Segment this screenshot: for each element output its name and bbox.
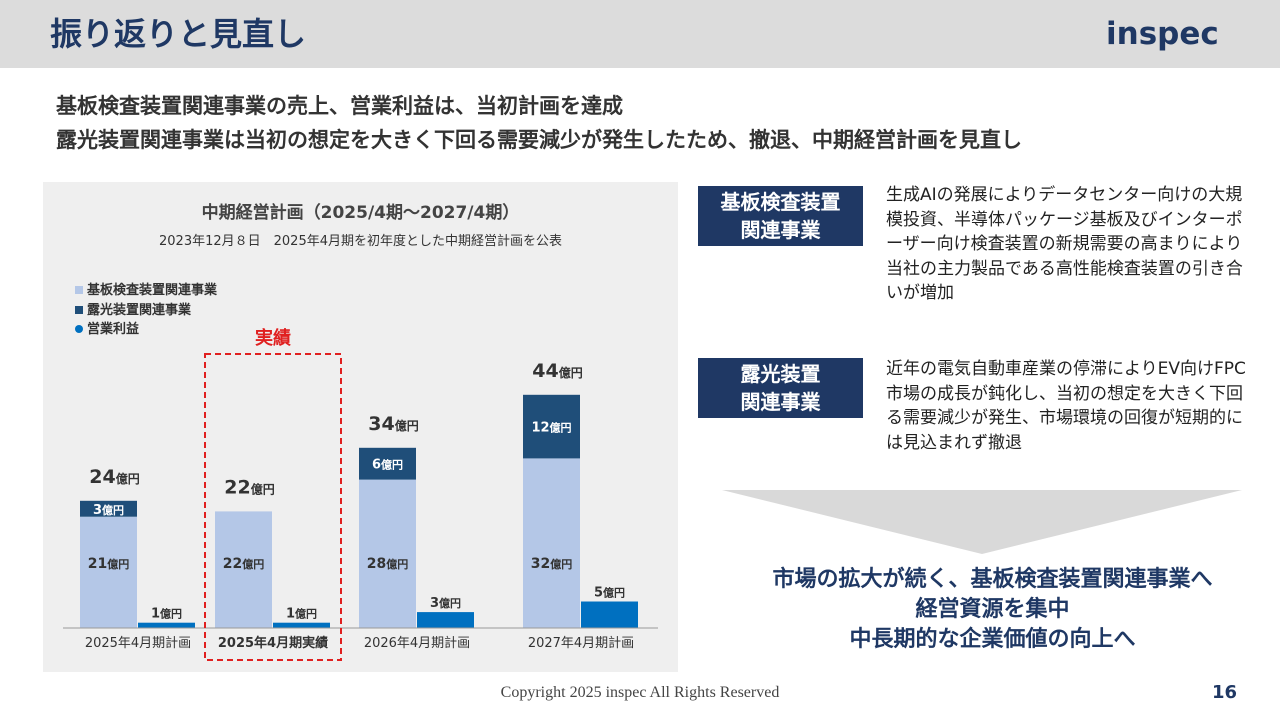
label-total: 22億円	[224, 476, 274, 498]
label-exposure: 12億円	[531, 421, 571, 436]
bar-substrate	[523, 458, 580, 628]
bar-exposure	[523, 394, 580, 459]
chart-title: 中期経営計画（2025/4期～2027/4期）	[201, 203, 520, 223]
segment-label-line: 関連事業	[740, 218, 821, 242]
bar-exposure	[80, 500, 137, 517]
segment-label-line: 関連事業	[740, 390, 821, 414]
label-exposure: 3億円	[93, 503, 124, 518]
tick-label: 2027年4月期計画	[528, 635, 634, 651]
tick-label: 2025年4月期計画	[85, 635, 191, 651]
bar-substrate	[359, 479, 416, 628]
bar-exposure	[359, 447, 416, 480]
label-profit: 5億円	[594, 586, 625, 601]
legend-swatch	[75, 286, 83, 294]
label-profit: 1億円	[286, 607, 317, 622]
label-substrate: 21億円	[88, 556, 129, 572]
segment-label-line: 露光装置	[740, 362, 821, 386]
bar-substrate	[80, 516, 137, 628]
label-exposure: 6億円	[372, 458, 403, 473]
legend-label: 営業利益	[87, 321, 139, 337]
page-number: 16	[1212, 682, 1238, 703]
actual-highlight-box	[204, 353, 342, 661]
label-total: 24億円	[89, 466, 139, 488]
conclusion-text: 市場の拡大が続く、基板検査装置関連事業へ 経営資源を集中 中長期的な企業価値の向…	[720, 565, 1265, 655]
segment-label-line: 基板検査装置	[720, 190, 841, 214]
label-substrate: 22億円	[223, 556, 264, 572]
actual-label: 実績	[255, 327, 291, 349]
lead-line-1: 基板検査装置関連事業の売上、営業利益は、当初計画を達成	[56, 94, 623, 118]
bar-profit	[138, 622, 195, 628]
lead-line-2: 露光装置関連事業は当初の想定を大きく下回る需要減少が発生したため、撤退、中期経営…	[56, 128, 1022, 152]
legend-label: 基板検査装置関連事業	[86, 282, 218, 298]
legend-swatch	[75, 306, 83, 314]
bar-profit	[417, 612, 474, 628]
label-substrate: 28億円	[367, 556, 408, 572]
conclusion-line-3: 中長期的な企業価値の向上へ	[849, 627, 1136, 652]
conclusion-line-2: 経営資源を集中	[915, 597, 1070, 622]
label-total: 44億円	[532, 360, 582, 382]
tick-label: 2025年4月期実績	[218, 635, 328, 651]
chart-panel: 中期経営計画（2025/4期～2027/4期） 2023年12月８日 2025年…	[43, 182, 678, 672]
segment-description-substrate: 生成AIの発展によりデータセンター向けの大規模投資、半導体パッケージ基板及びイン…	[886, 185, 1243, 303]
header-bar: 振り返りと見直し inspec	[0, 0, 1280, 68]
label-substrate: 32億円	[531, 556, 572, 572]
down-arrow-icon	[722, 490, 1242, 554]
bar-profit	[581, 601, 638, 628]
copyright: Copyright 2025 inspec All Rights Reserve…	[500, 684, 780, 701]
legend-swatch	[75, 325, 83, 333]
bar-chart: 21億円 3億円 1億円 24億円 2025年4月期計画 22億円 1億円 22億円 2025年…	[63, 282, 658, 661]
bar-profit	[273, 622, 330, 628]
legend-label: 露光装置関連事業	[87, 302, 192, 318]
label-profit: 1億円	[151, 607, 182, 622]
segment-description-exposure: 近年の電気自動車産業の停滞によりEV向けFPC市場の成長が鈍化し、当初の想定を大…	[886, 359, 1246, 453]
page-title: 振り返りと見直し	[50, 15, 307, 53]
segment-label-exposure: 露光装置 関連事業	[698, 358, 863, 418]
label-total: 34億円	[368, 413, 418, 435]
segment-label-substrate: 基板検査装置 関連事業	[698, 186, 863, 246]
tick-label: 2026年4月期計画	[364, 635, 470, 651]
label-profit: 3億円	[430, 596, 461, 611]
bar-substrate	[215, 511, 272, 628]
conclusion-line-1: 市場の拡大が続く、基板検査装置関連事業へ	[772, 567, 1213, 592]
inspec-logo: inspec	[1106, 16, 1219, 52]
chart-subtitle: 2023年12月８日 2025年4月期を初年度とした中期経営計画を公表	[159, 234, 562, 249]
